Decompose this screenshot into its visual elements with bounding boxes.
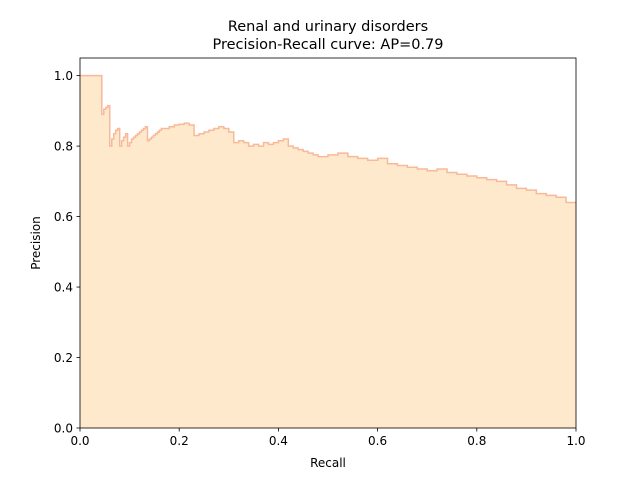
y-tick-label: 1.0 [54, 69, 73, 83]
x-tick-label: 0.0 [70, 434, 89, 448]
x-tick-label: 1.0 [566, 434, 585, 448]
y-tick-label: 0.2 [54, 351, 73, 365]
x-tick-label: 0.2 [170, 434, 189, 448]
axes-frame [79, 57, 577, 429]
y-tick-label: 0.8 [54, 139, 73, 153]
plot-area [80, 74, 576, 429]
y-axis-label: Precision [29, 216, 43, 270]
pr-curve-line [80, 74, 576, 204]
y-tick-label: 0.0 [54, 421, 73, 435]
x-tick-label: 0.4 [269, 434, 288, 448]
x-tick-label: 0.6 [368, 434, 387, 448]
pr-curve-area [80, 75, 576, 429]
x-axis: 0.0 0.2 0.4 0.6 0.8 1.0 [70, 428, 586, 448]
chart-title: Renal and urinary disorders [228, 19, 428, 35]
chart-subtitle: Precision-Recall curve: AP=0.79 [212, 37, 443, 53]
x-axis-label: Recall [310, 456, 346, 470]
y-tick-label: 0.6 [54, 210, 73, 224]
y-axis: 0.0 0.2 0.4 0.6 0.8 1.0 [54, 69, 80, 435]
x-tick-label: 0.8 [467, 434, 486, 448]
y-tick-label: 0.4 [54, 280, 73, 294]
